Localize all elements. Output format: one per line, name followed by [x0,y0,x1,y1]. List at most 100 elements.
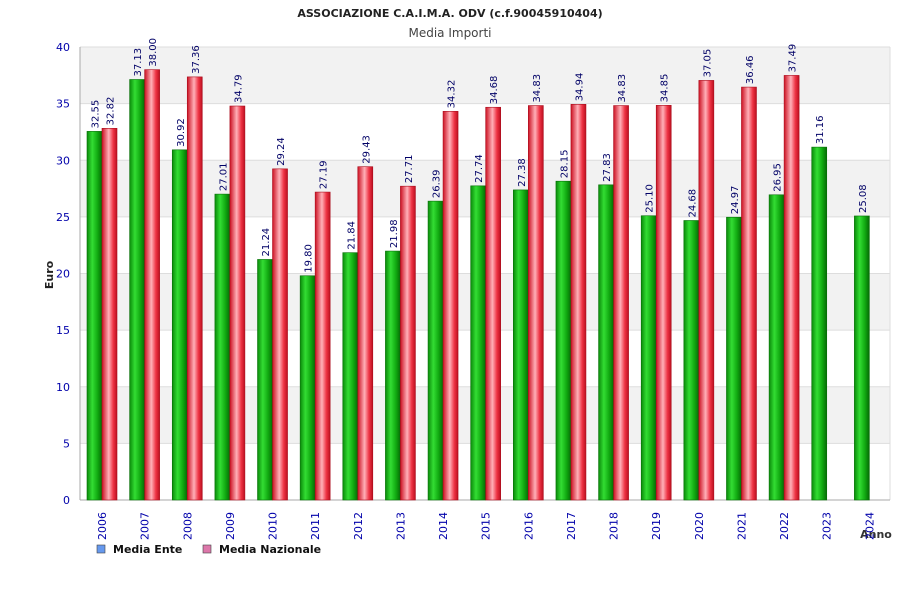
y-tick-label: 30 [56,154,70,167]
x-tick-label: 2020 [693,512,706,540]
legend-label-media-nazionale: Media Nazionale [219,543,321,556]
bar-media-ente [86,131,103,501]
data-label-media-nazionale: 34.32 [447,80,458,109]
legend-swatch-media-ente [96,544,106,554]
data-label-media-nazionale: 34.83 [532,74,543,103]
data-label-media-ente: 21.98 [389,219,400,248]
data-label-media-ente: 27.38 [517,158,528,187]
bar-media-nazionale [186,76,203,501]
x-tick-label: 2010 [267,512,280,540]
y-tick-label: 0 [63,494,70,507]
data-label-media-nazionale: 29.43 [361,135,372,164]
y-tick-label: 40 [56,41,70,54]
y-axis-label: Euro [43,260,56,289]
y-tick-label: 10 [56,381,70,394]
data-label-media-ente: 31.16 [815,115,826,144]
data-label-media-nazionale: 32.82 [106,97,117,126]
legend-label-media-ente: Media Ente [113,543,182,556]
data-label-media-nazionale: 34.79 [233,74,244,103]
x-tick-label: 2012 [352,512,365,540]
bar-media-nazionale [144,69,160,501]
y-tick-label: 20 [56,268,70,281]
x-tick-label: 2016 [522,512,535,540]
bar-media-ente [768,194,785,501]
bar-media-ente [427,200,444,501]
data-label-media-ente: 27.83 [602,153,613,182]
data-label-media-nazionale: 29.24 [276,137,287,166]
x-tick-label: 2014 [437,512,450,540]
bar-media-ente [129,79,145,501]
data-label-media-nazionale: 27.71 [404,155,415,184]
x-tick-label: 2024 [863,512,876,540]
x-tick-label: 2017 [565,512,578,540]
x-tick-label: 2019 [650,512,663,540]
bar-media-ente [257,259,273,501]
bar-media-nazionale [357,166,374,501]
bar-media-nazionale [314,191,331,501]
bar-media-ente [854,215,870,501]
data-label-media-nazionale: 34.83 [617,74,628,103]
bar-media-nazionale [485,106,501,501]
legend: Media Ente Media Nazionale [96,543,321,556]
data-label-media-ente: 32.55 [91,100,102,129]
data-label-media-ente: 26.95 [773,163,784,192]
data-label-media-ente: 30.92 [176,118,187,147]
x-tick-label: 2007 [139,512,152,540]
bar-media-nazionale [400,185,416,501]
x-axis-label: Anno [860,528,892,541]
x-tick-label: 2008 [181,512,194,540]
bar-media-nazionale [229,105,246,501]
bar-media-nazionale [655,105,672,501]
bar-media-nazionale [101,128,118,501]
y-tick-label: 15 [56,324,70,337]
data-label-media-nazionale: 37.05 [702,49,713,78]
bar-media-ente [811,146,828,501]
data-label-media-ente: 28.15 [559,150,570,179]
bar-media-ente [683,220,700,501]
bar-media-nazionale [528,105,544,501]
bar-media-ente [598,184,614,501]
y-tick-label: 35 [56,98,70,111]
data-label-media-ente: 21.84 [346,221,357,250]
bar-media-ente [726,216,742,501]
x-tick-label: 2006 [96,512,109,540]
x-tick-label: 2018 [608,512,621,540]
bar-media-ente [513,189,529,501]
chart-subtitle: Media Importi [408,26,491,40]
x-tick-label: 2023 [821,512,834,540]
bar-media-ente [214,193,231,501]
data-label-media-ente: 21.24 [261,228,272,257]
bar-media-ente [299,275,316,501]
data-label-media-nazionale: 34.68 [489,76,500,105]
bar-media-nazionale [698,80,715,501]
x-tick-label: 2022 [778,512,791,540]
x-tick-label: 2015 [480,512,493,540]
data-label-media-nazionale: 38.00 [148,38,159,67]
data-label-media-nazionale: 36.46 [745,55,756,84]
bar-media-nazionale [613,105,629,501]
bar-media-nazionale [272,168,288,501]
data-label-media-ente: 27.01 [218,162,229,191]
data-label-media-ente: 19.80 [304,244,315,273]
data-label-media-ente: 27.74 [474,154,485,183]
y-tick-label: 25 [56,211,70,224]
data-label-media-ente: 25.08 [858,184,869,213]
x-tick-label: 2013 [394,512,407,540]
bar-media-nazionale [741,86,757,501]
x-tick-label: 2011 [309,512,322,540]
bar-media-ente [470,185,486,501]
bar-media-ente [385,250,401,501]
legend-swatch-media-nazionale [202,544,212,554]
x-tick-label: 2009 [224,512,237,540]
data-label-media-nazionale: 37.49 [788,44,799,73]
data-label-media-ente: 24.68 [687,189,698,218]
data-label-media-ente: 37.13 [133,48,144,77]
data-label-media-ente: 24.97 [730,186,741,215]
bar-media-ente [171,149,188,501]
data-label-media-nazionale: 34.85 [660,74,671,103]
bar-media-nazionale [783,75,800,501]
data-label-media-ente: 25.10 [645,184,656,213]
data-label-media-nazionale: 37.36 [191,45,202,74]
